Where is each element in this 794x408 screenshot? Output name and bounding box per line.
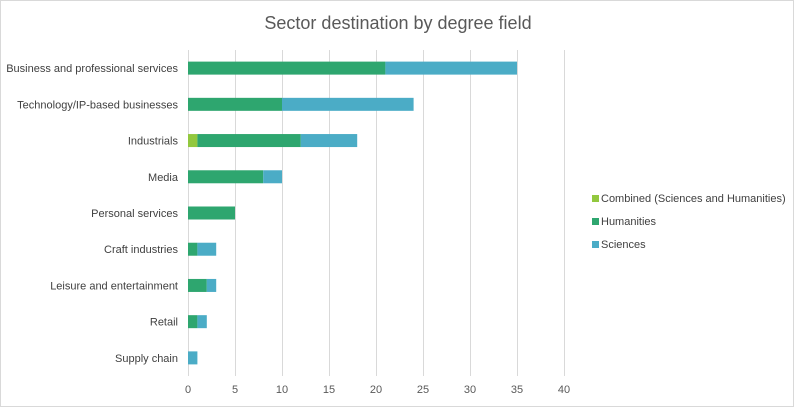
bar-segment [188,242,198,256]
bar-segment [282,97,414,111]
x-tick-label: 20 [370,384,382,396]
category-label: Business and professional services [6,63,178,75]
x-tick-label: 40 [558,384,570,396]
legend-label: Humanities [601,216,657,228]
category-label: Technology/IP-based businesses [17,99,178,111]
chart-title: Sector destination by degree field [264,13,531,33]
x-tick-label: 0 [185,384,191,396]
category-label: Craft industries [104,244,178,256]
bar-segment [385,61,517,75]
legend-swatch [592,195,599,202]
legend-swatch [592,241,599,248]
category-label: Retail [150,317,178,329]
x-tick-label: 25 [417,384,429,396]
legend-label: Sciences [601,239,646,251]
bar-segment [188,351,198,365]
bar-segment [263,170,282,184]
bar-segment [188,170,264,184]
category-label: Personal services [91,208,178,220]
category-label: Industrials [128,136,179,148]
x-tick-label: 10 [276,384,288,396]
bar-segment [188,315,198,329]
category-labels: Business and professional services Techno… [6,63,179,365]
category-label: Media [148,172,179,184]
x-tick-label: 35 [511,384,523,396]
legend: Combined (Sciences and Humanities) Humani… [592,193,786,251]
bar-segment [188,61,386,75]
x-tick-label: 15 [323,384,335,396]
bars [188,61,517,365]
x-tick-label: 5 [232,384,238,396]
x-tick-label: 30 [464,384,476,396]
category-label: Supply chain [115,353,178,365]
x-axis-tick-labels: 0 5 10 15 20 25 30 35 40 [185,384,570,396]
bar-segment [206,278,217,292]
legend-swatch [592,218,599,225]
bar-segment [188,134,198,148]
bar-segment [188,97,282,111]
bar-segment [197,134,301,148]
bar-segment [188,278,207,292]
legend-label: Combined (Sciences and Humanities) [601,193,786,205]
bar-segment [300,134,358,148]
bar-segment [197,242,217,256]
category-label: Leisure and entertainment [50,280,178,292]
bar-segment [197,315,207,329]
bar-segment [188,206,235,220]
